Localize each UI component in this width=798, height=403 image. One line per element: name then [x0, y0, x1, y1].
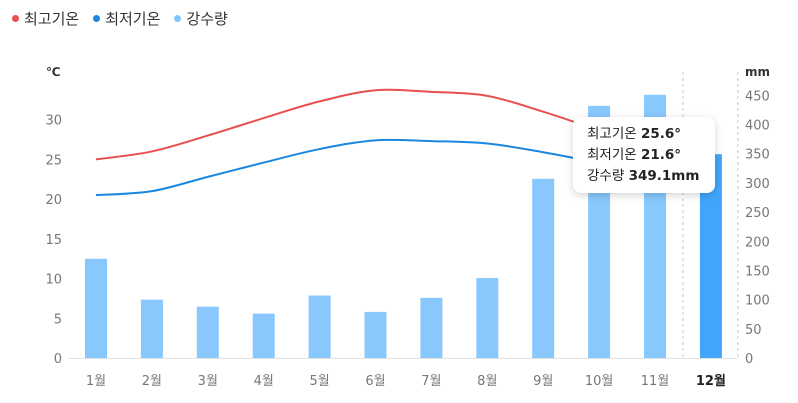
y-left-unit-label: ℃ [46, 65, 61, 79]
x-tick-label: 5월 [309, 374, 329, 389]
precipitation-bar[interactable] [140, 299, 163, 358]
tooltip-value-precipitation: 349.1mm [628, 168, 700, 184]
legend-item-min-temp[interactable]: 최저기온 [93, 8, 160, 29]
precipitation-bar[interactable] [252, 313, 275, 358]
x-tick-label: 6월 [365, 374, 385, 389]
tooltip-value-max-temp: 25.6° [640, 126, 682, 142]
x-tick-label: 4월 [254, 374, 274, 389]
y-left-tick-label: 25 [45, 153, 62, 168]
legend-label-min-temp: 최저기온 [105, 10, 161, 28]
tooltip-row-max-temp: 최고기온 25.6° [587, 124, 715, 145]
legend-dot-min-temp [93, 15, 101, 22]
y-left-tick-label: 30 [45, 114, 62, 129]
legend-label-max-temp: 최고기온 [24, 10, 80, 28]
x-tick-label: 3월 [198, 374, 218, 389]
chart-legend: 최고기온 최저기온 강수량 [12, 8, 228, 29]
x-tick-label: 2월 [142, 374, 162, 389]
y-right-unit-label: mm [745, 65, 770, 79]
precipitation-bar[interactable] [196, 306, 219, 358]
tooltip-value-min-temp: 21.6° [640, 147, 682, 163]
precipitation-bar[interactable] [476, 278, 499, 358]
precipitation-bar[interactable] [85, 258, 107, 358]
y-right-tick-label: 350 [745, 148, 770, 163]
y-right-tick-label: 100 [745, 294, 770, 309]
y-right-tick-label: 200 [745, 235, 770, 250]
y-right-tick-label: 0 [745, 352, 753, 367]
tooltip: 최고기온 25.6° 최저기온 21.6° 강수량 349.1mm [573, 117, 715, 193]
y-left-tick-label: 10 [45, 273, 62, 288]
tooltip-label-max-temp: 최고기온 [587, 126, 637, 142]
y-left-tick-label: 15 [45, 233, 62, 248]
x-tick-label: 10월 [585, 374, 614, 389]
legend-dot-max-temp [12, 15, 19, 22]
y-left-tick-label: 5 [54, 312, 62, 327]
y-left-tick-label: 0 [54, 352, 62, 367]
legend-label-precipitation: 강수량 [186, 10, 228, 28]
y-right-tick-label: 150 [745, 264, 770, 279]
y-right-tick-label: 300 [745, 177, 770, 192]
precipitation-bar[interactable] [364, 311, 387, 358]
legend-item-max-temp[interactable]: 최고기온 [12, 8, 79, 29]
tooltip-label-precipitation: 강수량 [587, 168, 625, 184]
x-tick-label: 1월 [86, 374, 106, 389]
x-tick-label: 12월 [696, 373, 726, 389]
precipitation-bar[interactable] [532, 178, 555, 358]
tooltip-row-min-temp: 최저기온 21.6° [587, 145, 715, 166]
x-tick-label: 7월 [421, 374, 441, 389]
legend-item-precipitation[interactable]: 강수량 [174, 8, 228, 29]
y-right-tick-label: 450 [745, 89, 770, 104]
legend-dot-precipitation [174, 15, 182, 22]
precipitation-bar[interactable] [420, 297, 443, 358]
tooltip-row-precipitation: 강수량 349.1mm [587, 166, 715, 187]
precipitation-bar[interactable] [699, 154, 722, 358]
y-right-tick-label: 400 [745, 119, 770, 134]
precipitation-bar[interactable] [308, 295, 331, 358]
x-tick-label: 8월 [477, 374, 497, 389]
x-tick-label: 11월 [641, 374, 670, 389]
tooltip-label-min-temp: 최저기온 [587, 147, 637, 163]
x-tick-label: 9월 [533, 374, 553, 389]
y-right-tick-label: 50 [745, 323, 762, 338]
y-left-tick-label: 20 [45, 193, 62, 208]
y-right-tick-label: 250 [745, 206, 770, 221]
